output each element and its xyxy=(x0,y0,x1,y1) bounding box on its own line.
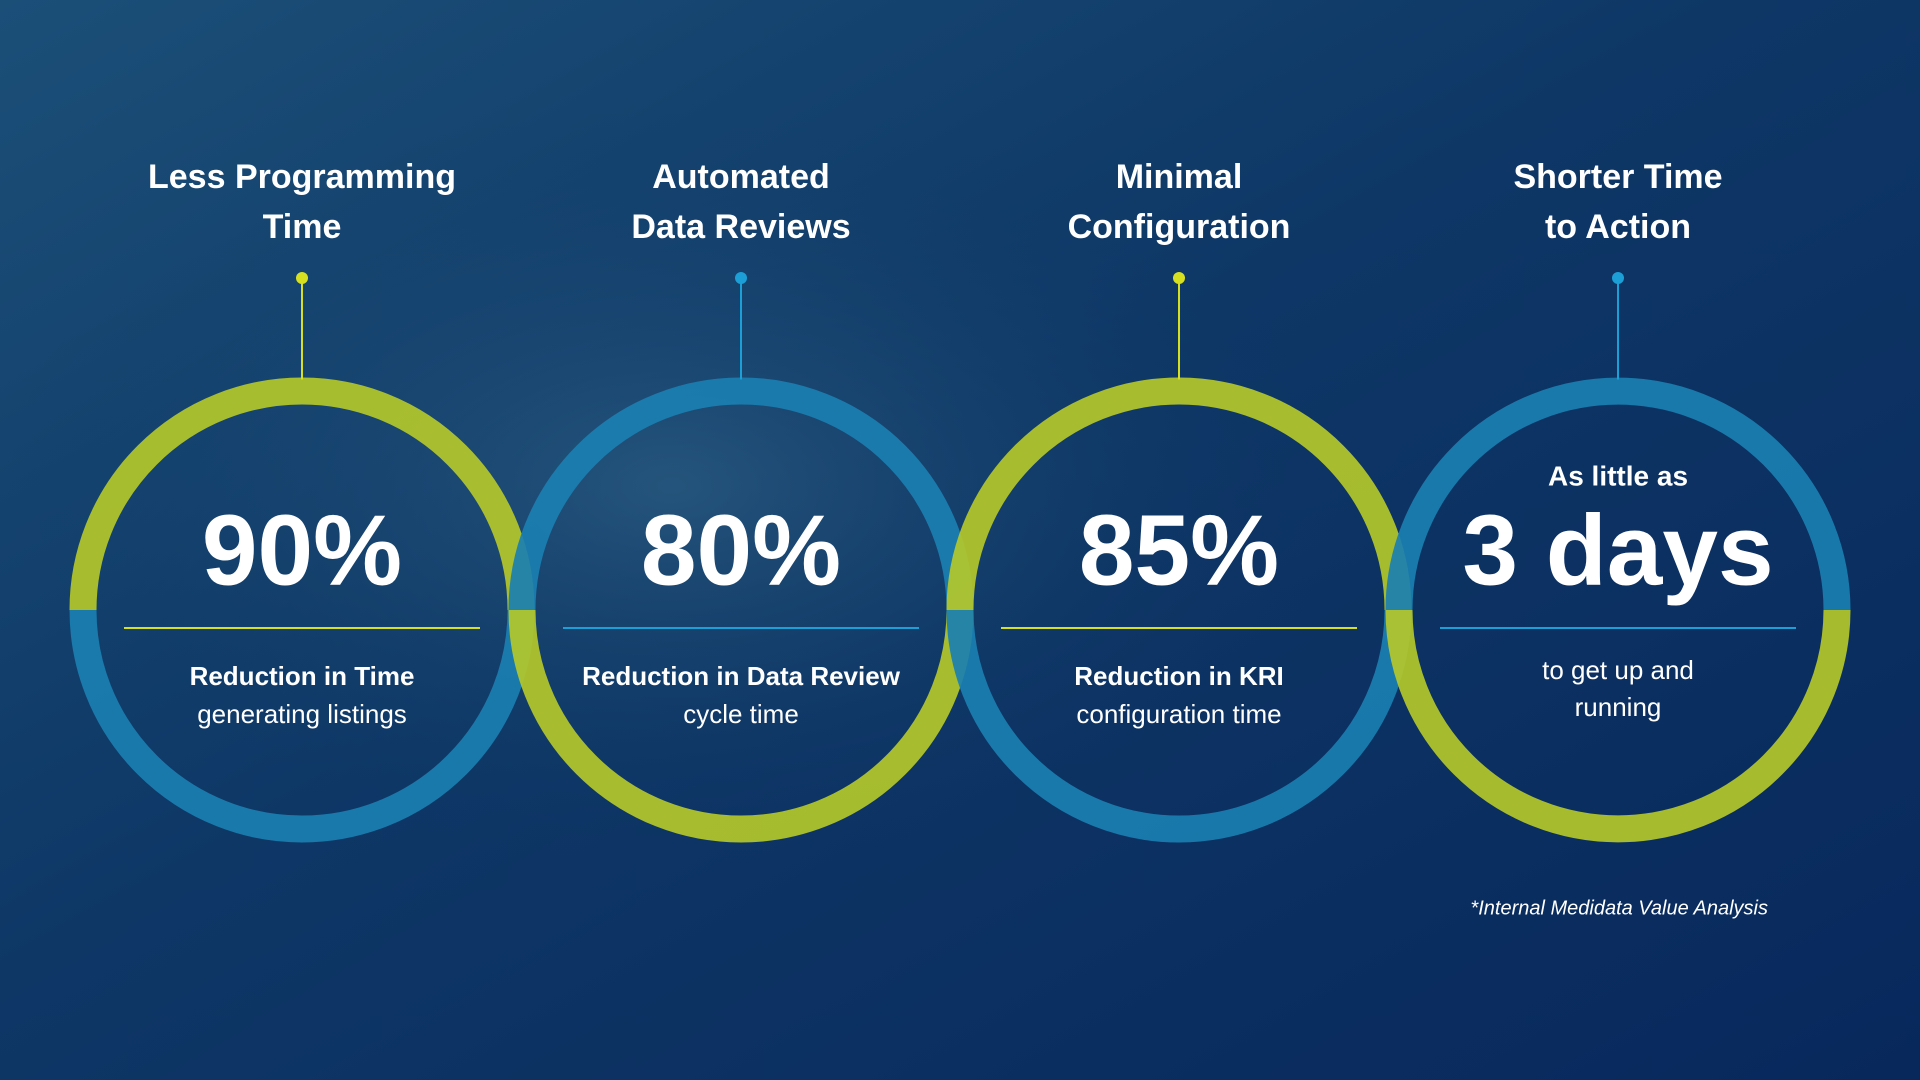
ring-top xyxy=(1385,377,1851,611)
caption: cycle time xyxy=(683,699,799,729)
stat-value: 3 days xyxy=(1462,494,1773,606)
item-title: Less Programming xyxy=(148,158,456,196)
stat-value: 80% xyxy=(641,494,841,606)
ring-top xyxy=(69,377,535,611)
stat-value: 90% xyxy=(202,494,402,606)
connector-dot xyxy=(296,272,308,284)
connector-dot xyxy=(735,272,747,284)
footnote: *Internal Medidata Value Analysis xyxy=(1470,897,1768,919)
ring-top xyxy=(946,377,1412,611)
ring-top xyxy=(508,377,974,611)
item-title: Configuration xyxy=(1068,208,1291,246)
caption: configuration time xyxy=(1076,699,1281,729)
item-title: Minimal xyxy=(1116,158,1243,196)
stat-value: 85% xyxy=(1079,494,1279,606)
caption: to get up and xyxy=(1542,655,1694,685)
content: Less Programming Time 90% Reduction in Time… xyxy=(69,158,1851,843)
item-title: Automated xyxy=(652,158,830,196)
connector-dot xyxy=(1173,272,1185,284)
ring-bottom xyxy=(946,609,1412,843)
caption: running xyxy=(1575,692,1662,722)
caption-bold: Reduction in Data Review xyxy=(582,661,901,691)
caption-bold: Reduction in Time xyxy=(190,661,415,691)
connector-dot xyxy=(1612,272,1624,284)
ring-bottom xyxy=(1385,609,1851,843)
item-title: Shorter Time xyxy=(1513,158,1722,196)
ring-bottom xyxy=(69,609,535,843)
caption-bold: Reduction in KRI xyxy=(1074,661,1283,691)
item-title: to Action xyxy=(1545,208,1691,246)
caption: generating listings xyxy=(197,699,407,729)
value-prefix: As little as xyxy=(1548,460,1688,491)
item-title: Data Reviews xyxy=(631,208,850,246)
ring-bottom xyxy=(508,609,974,843)
item-title: Time xyxy=(263,208,342,246)
